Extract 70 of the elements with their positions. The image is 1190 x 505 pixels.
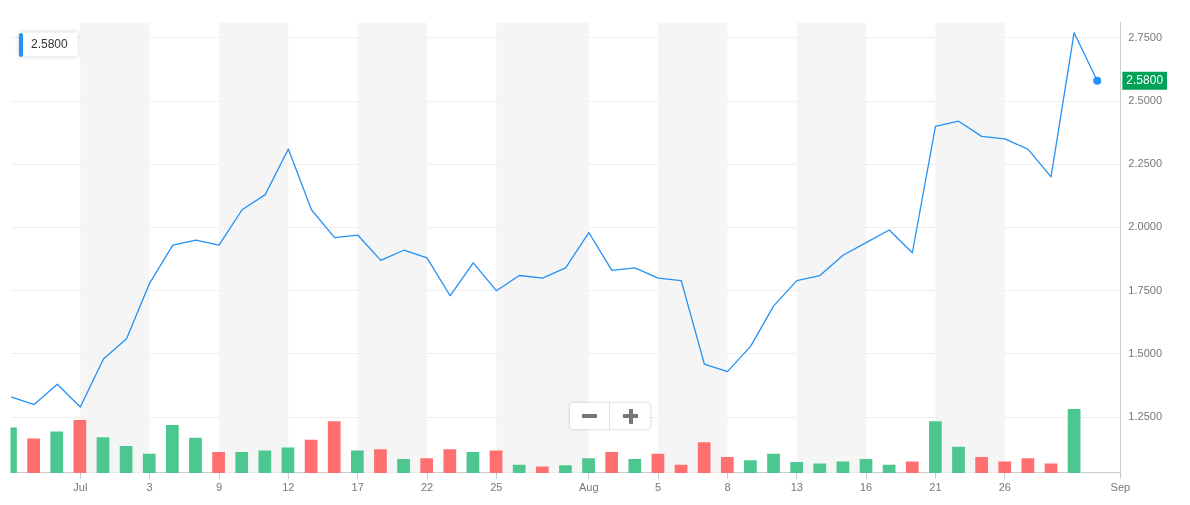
bar	[166, 424, 179, 473]
bar	[975, 456, 988, 473]
y-tick-label: 1.5000	[1128, 346, 1163, 359]
y-tick-label: 1.7500	[1128, 283, 1163, 296]
bar	[651, 453, 665, 473]
bar	[212, 451, 225, 473]
bar	[582, 458, 595, 473]
text: 2.5800	[1126, 73, 1164, 88]
bar	[720, 456, 734, 473]
bar	[374, 449, 387, 473]
bar	[73, 419, 87, 473]
bar	[327, 420, 341, 473]
bar	[697, 442, 711, 473]
bar	[813, 463, 827, 473]
bar	[535, 466, 549, 473]
bar	[27, 438, 40, 473]
bar	[235, 451, 249, 473]
x-tick-label: 3	[146, 481, 153, 494]
x-tick-label: Jul	[73, 481, 88, 494]
bar	[466, 451, 480, 473]
bar	[859, 458, 873, 473]
bar	[790, 461, 804, 473]
bar	[905, 461, 919, 473]
bar	[142, 453, 156, 473]
x-tick-label: 17	[351, 481, 364, 494]
x-tick-label: Aug	[579, 481, 599, 494]
y-tick-label: 2.2500	[1128, 157, 1163, 170]
y-tick-label: 2.5000	[1128, 94, 1163, 107]
annotation: 2.5800	[31, 36, 69, 51]
bar	[397, 458, 410, 473]
x-tick-label: 8	[724, 481, 731, 494]
bar	[512, 464, 526, 473]
bar	[767, 453, 780, 473]
x-tick-label: 5	[655, 481, 662, 494]
bar	[281, 447, 295, 473]
bar	[674, 464, 688, 473]
bar	[189, 437, 202, 473]
bar	[96, 436, 110, 473]
bar	[443, 449, 457, 473]
x-tick-label: 21	[929, 481, 942, 494]
bar	[882, 464, 896, 473]
bar	[420, 458, 434, 473]
bar	[929, 420, 942, 473]
bar	[304, 439, 318, 473]
bar	[1067, 408, 1081, 473]
bar	[952, 446, 965, 473]
x-tick-label: 26	[998, 481, 1011, 494]
bar	[998, 461, 1012, 473]
bar	[258, 450, 272, 473]
bar	[1044, 463, 1058, 473]
bar	[559, 465, 572, 473]
bar	[628, 458, 642, 473]
x-tick-label: 16	[860, 481, 873, 494]
y-tick-label: 2.0000	[1128, 220, 1163, 233]
x-tick-label: 9	[215, 481, 223, 494]
y-tick-label: 1.2500	[1128, 410, 1163, 423]
bar	[119, 445, 133, 473]
x-tick-label: 12	[282, 481, 295, 494]
bar	[744, 460, 757, 473]
x-tick-label: 13	[790, 481, 803, 494]
bar	[489, 450, 503, 473]
x-tick-label: Sep	[1110, 481, 1131, 494]
bar	[1021, 458, 1035, 473]
bar	[350, 450, 364, 473]
bar	[605, 451, 619, 473]
x-tick-label: 25	[490, 481, 503, 494]
y-tick-label: 2.7500	[1128, 30, 1163, 43]
bar	[836, 461, 850, 473]
bar	[50, 431, 64, 473]
x-tick-label: 22	[420, 481, 434, 494]
